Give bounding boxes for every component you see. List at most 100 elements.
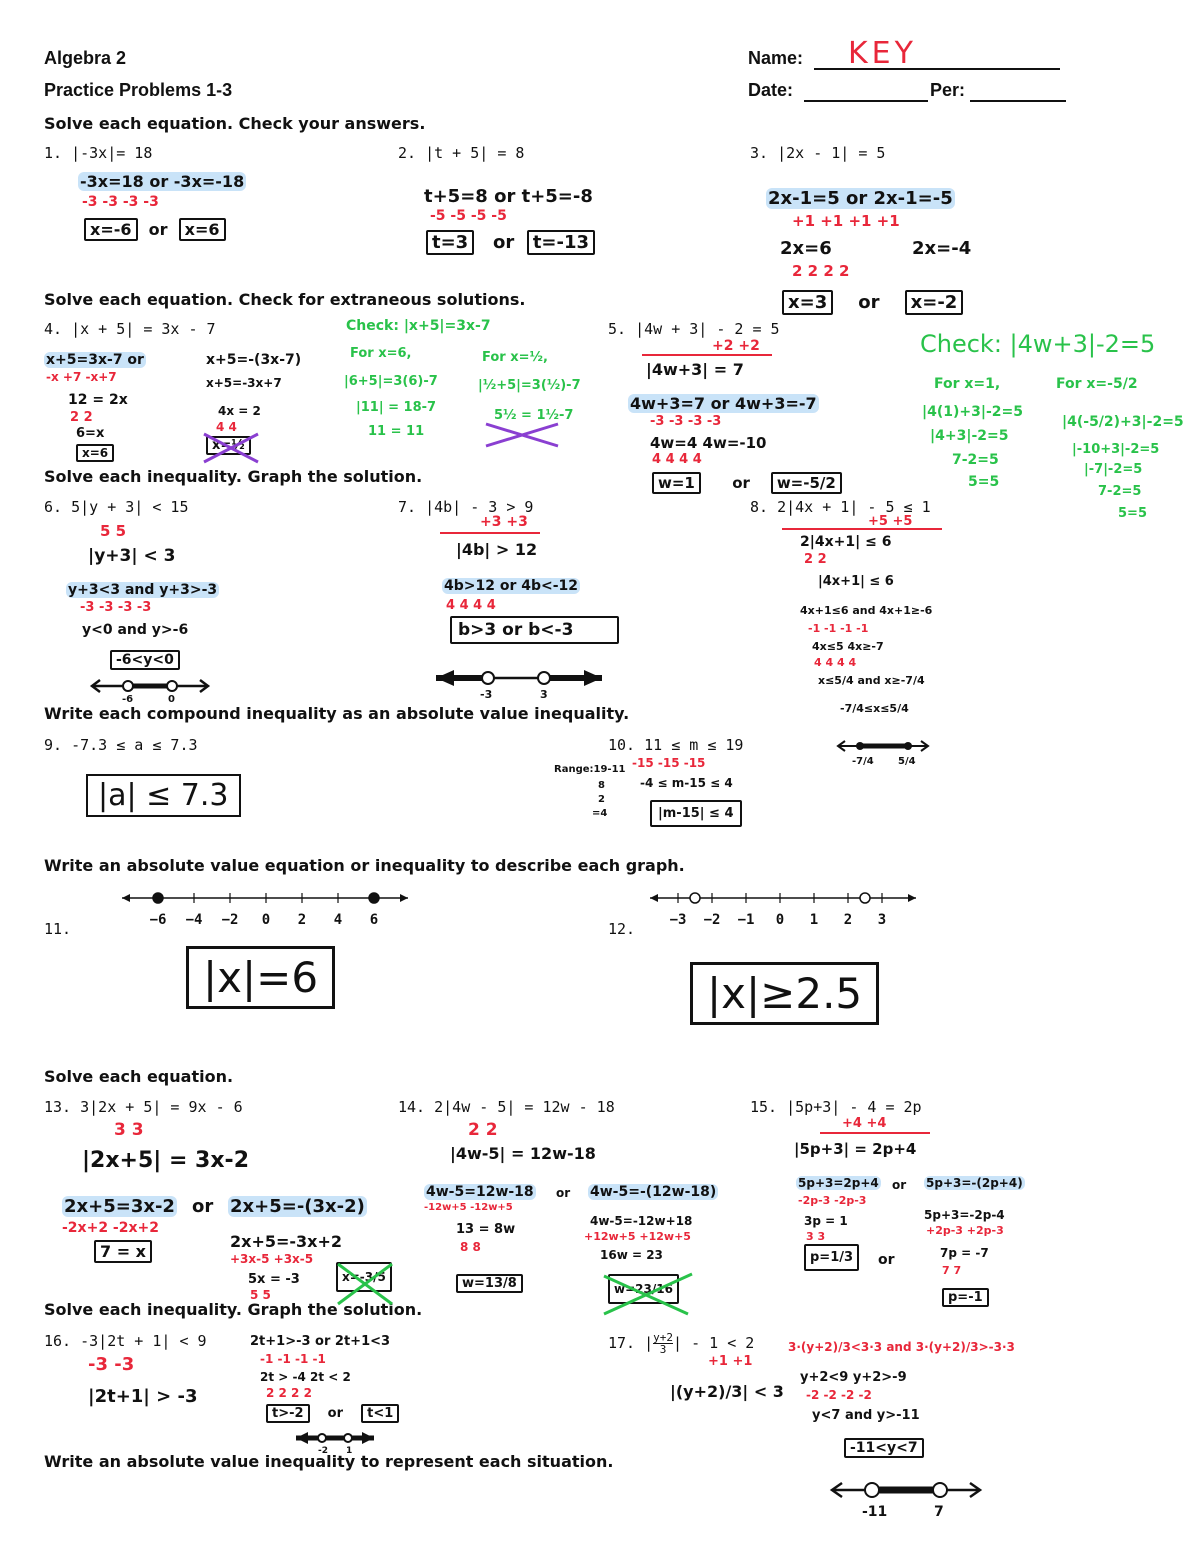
answer-3-solutions: x=3 or x=-2 xyxy=(782,290,964,315)
answer-8-line-5: -1 -1 -1 -1 xyxy=(808,622,869,635)
answer-13-x1: 7 = x xyxy=(94,1240,152,1263)
answer-15-eq: 5p+3=2p+4 xyxy=(796,1176,881,1190)
answer-16-x2: t<1 xyxy=(361,1404,400,1423)
instruction-2: Solve each equation. Check for extraneou… xyxy=(44,290,526,309)
problem-17-denominator: 3 xyxy=(659,1343,667,1356)
answer-2-or: or xyxy=(493,232,515,253)
tick-label: −3 xyxy=(670,912,687,928)
answer-8-line-7: 4 4 4 4 xyxy=(814,656,857,669)
tick-label: 4 xyxy=(334,912,342,928)
answer-13-x1-box: 7 = x xyxy=(94,1240,152,1263)
endpoint-dot xyxy=(859,892,871,904)
answer-15-line-1: |5p+3| = 2p+4 xyxy=(794,1140,917,1158)
answer-13-line-2a: 2x+5=3x-2 xyxy=(62,1196,177,1217)
problem-16: 16. -3|2t + 1| < 9 xyxy=(44,1332,207,1350)
per-line xyxy=(970,100,1066,102)
answer-10-box: |m-15| ≤ 4 xyxy=(650,800,742,827)
answer-5-check-1: For x=1, xyxy=(934,376,1001,392)
answer-3-line-3b: 2x=-4 xyxy=(912,238,972,259)
problem-12: 12. xyxy=(608,920,636,938)
graph-12-numberline: −3 −2 −1 0 1 2 3 xyxy=(650,892,916,928)
answer-4-line-1b: x+5=-(3x-7) xyxy=(206,352,302,368)
answer-7-tick-2: 3 xyxy=(540,688,548,701)
answer-3-eq: 2x-1=5 or 2x-1=-5 xyxy=(766,188,955,209)
answer-4-check-3: |11| = 18-7 xyxy=(356,400,437,415)
answer-5-eq: 4w+3=7 or 4w+3=-7 xyxy=(628,394,819,413)
answer-14-line-0: 2 2 xyxy=(468,1120,498,1140)
answer-17-line-0: +1 +1 xyxy=(708,1354,753,1369)
answer-17-line-5: y<7 and y>-11 xyxy=(812,1408,920,1423)
answer-10-range-3: 2 xyxy=(598,794,605,805)
answer-4-line-2b: x+5=-3x+7 xyxy=(206,376,282,390)
answer-15-or-1: or xyxy=(892,1178,907,1192)
problem-9: 9. -7.3 ≤ a ≤ 7.3 xyxy=(44,736,198,754)
answer-5-divider xyxy=(642,354,772,356)
problem-17-numerator: y+2 xyxy=(653,1331,674,1344)
answer-17-line-2: 3·(y+2)/3<3·3 and 3·(y+2)/3>-3·3 xyxy=(788,1340,1015,1354)
tick-label: 6 xyxy=(370,912,378,928)
answer-4-check-1: For x=6, xyxy=(350,346,412,361)
answer-5-check-11: 5=5 xyxy=(1118,506,1147,521)
answer-14-line-5a: 8 8 xyxy=(460,1240,481,1254)
answer-5-check: Check: |4w+3|-2=5 xyxy=(920,330,1156,358)
tick-label: −6 xyxy=(150,912,167,928)
answer-10-solution: |m-15| ≤ 4 xyxy=(650,800,742,827)
answer-14-crossout xyxy=(603,1272,693,1316)
answer-5-solutions: w=1 or w=-5/2 xyxy=(652,472,842,494)
answer-15-x1: p=1/3 xyxy=(804,1244,860,1271)
date-label: Date: xyxy=(748,80,794,100)
problem-3: 3. |2x - 1| = 5 xyxy=(750,144,886,162)
answer-3-line-1: 2x-1=5 or 2x-1=-5 xyxy=(766,188,955,209)
problem-11: 11. xyxy=(44,920,72,938)
answer-16-line-3: -1 -1 -1 -1 xyxy=(260,1352,326,1366)
answer-6-line-4: y<0 and y>-6 xyxy=(82,622,189,638)
answer-13-line-3b: 2x+5=-3x+2 xyxy=(230,1232,343,1251)
graph-11-numberline: −6 −4 −2 0 2 4 6 xyxy=(122,892,408,928)
answer-5-line-4: -3 -3 -3 -3 xyxy=(650,414,722,429)
answer-1-x2: x=6 xyxy=(178,218,226,241)
answer-16-line-0: -3 -3 xyxy=(88,1354,135,1375)
arrow-left xyxy=(650,894,658,902)
answer-6-line-3: -3 -3 -3 -3 xyxy=(80,600,152,615)
answer-7-line-0: +3 +3 xyxy=(480,514,528,530)
answer-15-line-3a: -2p-3 -2p-3 xyxy=(798,1194,867,1207)
answer-6-tick-1: -6 xyxy=(122,694,134,705)
answer-15-x2: p=-1 xyxy=(942,1288,989,1307)
answer-4-check-5: For x=½, xyxy=(482,350,548,365)
answer-9-box: |a| ≤ 7.3 xyxy=(86,774,241,817)
answer-15-line-2a: 5p+3=2p+4 xyxy=(796,1176,881,1190)
answer-8-line-6: 4x≤5 4x≥-7 xyxy=(812,640,884,653)
answer-7-numberline xyxy=(436,670,602,686)
per-label: Per: xyxy=(930,80,966,100)
date-line xyxy=(804,100,928,102)
answer-13-line-6: 5 5 xyxy=(250,1288,271,1302)
answer-5-or: or xyxy=(732,474,750,492)
answer-4-line-2a: -x +7 -x+7 xyxy=(46,370,117,384)
tick-label: −2 xyxy=(704,912,721,928)
answer-10-range-2: 8 xyxy=(598,780,605,791)
answer-4-eq: x+5=3x-7 or xyxy=(44,352,146,368)
answer-5-check-9: |-7|-2=5 xyxy=(1084,462,1143,477)
answer-7-line-3: 4 4 4 4 xyxy=(446,598,496,613)
answer-16-x1: t>-2 xyxy=(266,1404,310,1423)
answer-7-tick-1: -3 xyxy=(480,688,493,701)
answer-15-x2-box: p=-1 xyxy=(942,1288,989,1307)
answer-13-crossout xyxy=(337,1262,393,1306)
answer-2-line-2: -5 -5 -5 -5 xyxy=(430,208,507,224)
answer-8-line-9: -7/4≤x≤5/4 xyxy=(840,702,909,715)
answer-16-line-1: |2t+1| > -3 xyxy=(88,1386,198,1407)
problem-14: 14. 2|4w - 5| = 12w - 18 xyxy=(398,1098,615,1116)
answer-16-or: or xyxy=(327,1406,344,1421)
answer-14-line-1: |4w-5| = 12w-18 xyxy=(450,1144,596,1163)
answer-13-line-0: 3 3 xyxy=(114,1120,144,1140)
problem-13: 13. 3|2x + 5| = 9x - 6 xyxy=(44,1098,243,1116)
answer-15-line-4a: 3p = 1 xyxy=(804,1214,848,1228)
answer-8-line-8: x≤5/4 and x≥-7/4 xyxy=(818,674,925,687)
answer-4-line-4a: 2 2 xyxy=(70,410,93,425)
tick-label: 0 xyxy=(262,912,270,928)
problem-4: 4. |x + 5| = 3x - 7 xyxy=(44,320,216,338)
answer-15-line-6b: 7 7 xyxy=(942,1264,962,1277)
answer-15-line-2b: 5p+3=-(2p+4) xyxy=(924,1176,1025,1190)
answer-5-check-7: |4(-5/2)+3|-2=5 xyxy=(1062,414,1184,430)
name-line xyxy=(814,68,1060,70)
